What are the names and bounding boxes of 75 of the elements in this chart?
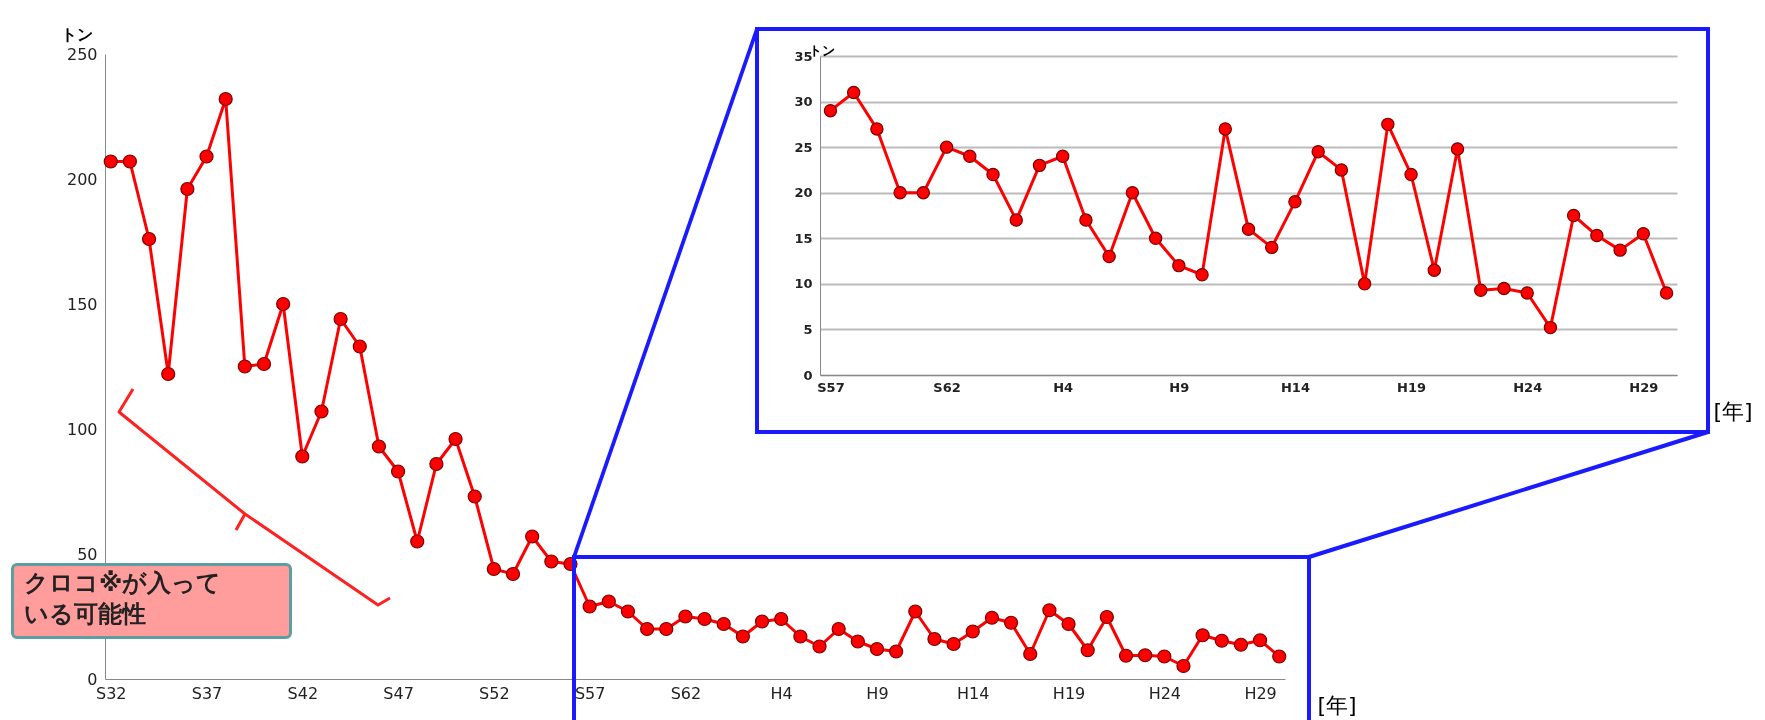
point [1218, 122, 1232, 136]
point [1474, 283, 1488, 297]
x-tick-label: H9 [1169, 379, 1190, 395]
point [1427, 263, 1442, 277]
x-tick-label: H14 [957, 683, 990, 703]
point [1102, 249, 1116, 264]
x-tick-label: H9 [866, 683, 889, 703]
point [1241, 222, 1256, 236]
point [1613, 243, 1627, 257]
point [916, 186, 931, 200]
point [1055, 149, 1070, 163]
x-tick-label: H24 [1148, 683, 1182, 703]
x-tick-label: S62 [670, 683, 702, 703]
point [1520, 286, 1534, 300]
point [1357, 277, 1372, 291]
y-tick-label: 50 [77, 544, 98, 564]
point [1450, 142, 1465, 156]
x-tick-label: H14 [1280, 379, 1310, 395]
point [1009, 213, 1023, 227]
point [1079, 213, 1093, 227]
point [1543, 320, 1558, 335]
point [1195, 268, 1209, 282]
x-tick-label: H19 [1397, 379, 1427, 395]
x-tick-label: H19 [1052, 683, 1086, 703]
x-tick-label: S37 [191, 683, 223, 703]
x-tick-label: S42 [287, 683, 319, 703]
x-tick-label: S32 [95, 683, 127, 703]
point [1288, 195, 1302, 209]
point [870, 122, 884, 136]
x-tick-label: S57 [817, 379, 845, 395]
y-tick-label: 200 [66, 169, 98, 189]
x-tick-label: H4 [1053, 379, 1074, 395]
x-axis-title: [年] [1317, 692, 1357, 718]
point [823, 103, 838, 118]
y-tick-label: 30 [794, 94, 813, 110]
point [1125, 186, 1140, 200]
y-tick-label: 5 [803, 321, 813, 337]
point [1311, 144, 1325, 159]
point [1334, 163, 1349, 177]
point [1148, 231, 1163, 245]
x-tick-label: H29 [1244, 683, 1277, 703]
callout-box: クロコ※が入っている可能性 [11, 563, 292, 639]
point [1590, 228, 1604, 243]
y-tick-label: 20 [794, 185, 813, 201]
y-axis-title: トン [60, 24, 93, 44]
x-tick-label: H29 [1629, 379, 1659, 395]
x-tick-label: S62 [933, 379, 961, 395]
point [1032, 158, 1047, 173]
y-tick-label: 25 [794, 139, 813, 155]
point [1659, 286, 1674, 300]
x-tick-label: S52 [479, 683, 510, 703]
point [1172, 258, 1186, 273]
x-tick-label: H4 [770, 683, 793, 703]
point [1404, 167, 1418, 182]
y-tick-label: 0 [87, 669, 98, 689]
point [939, 140, 954, 154]
point [1636, 227, 1651, 241]
point [846, 85, 861, 100]
point [1497, 281, 1511, 296]
y-tick-label: 10 [794, 276, 813, 292]
y-tick-label: 0 [803, 367, 813, 383]
point [963, 149, 977, 163]
point [1381, 117, 1395, 132]
x-axis-title: [年] [1713, 398, 1753, 424]
y-tick-label: 250 [66, 44, 98, 64]
point [986, 167, 1000, 182]
y-tick-label: 150 [66, 294, 98, 314]
point [1566, 208, 1581, 223]
x-tick-label: S57 [574, 683, 606, 703]
x-tick-label: S47 [383, 683, 414, 703]
y-tick-label: 15 [794, 230, 813, 246]
x-tick-label: H24 [1513, 379, 1543, 395]
y-tick-label: 100 [66, 419, 98, 439]
point [1265, 240, 1279, 255]
point [893, 186, 907, 200]
